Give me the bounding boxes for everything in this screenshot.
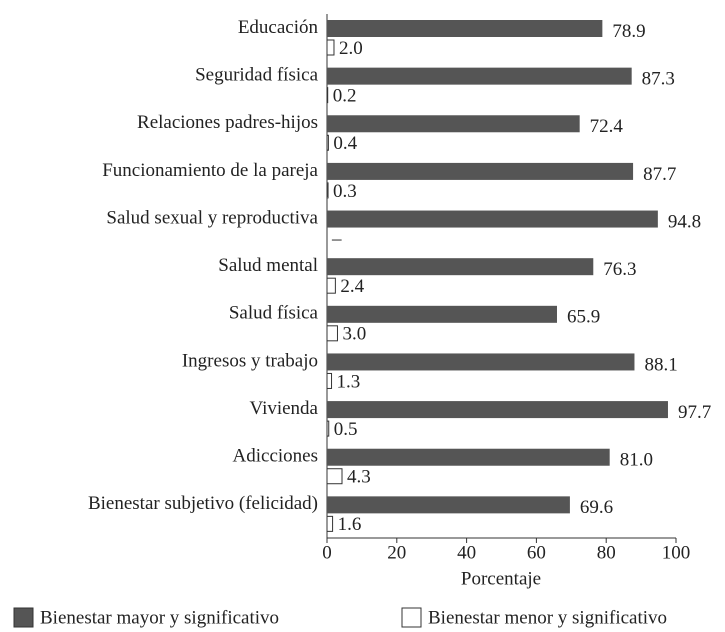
bar <box>326 39 335 56</box>
value-label: 87.7 <box>643 164 676 185</box>
bar <box>327 162 634 180</box>
category-label: Adicciones <box>233 446 318 467</box>
value-label: 81.0 <box>620 450 653 471</box>
value-label: 3.0 <box>342 324 366 345</box>
legend-swatch <box>13 607 34 628</box>
bar <box>327 210 658 228</box>
bar <box>327 67 632 85</box>
value-label: 0.5 <box>334 419 358 440</box>
x-tick-label: 40 <box>457 542 476 563</box>
value-label: 94.8 <box>668 211 701 232</box>
category-label: Vivienda <box>249 398 318 419</box>
x-tick-label: 0 <box>322 542 332 563</box>
value-label: 69.6 <box>580 497 613 518</box>
category-label: Educación <box>238 17 319 38</box>
category-label: Salud sexual y reproductiva <box>106 207 318 228</box>
x-tick-label: 60 <box>527 542 546 563</box>
bar <box>327 448 610 466</box>
value-label: 2.4 <box>340 276 364 297</box>
value-label: 72.4 <box>590 116 624 137</box>
category-label: Seguridad física <box>195 64 319 85</box>
value-label: 0.2 <box>333 85 357 106</box>
bar <box>326 372 333 389</box>
value-label: 1.6 <box>338 514 362 535</box>
bar <box>326 182 329 199</box>
value-label: 1.3 <box>337 371 361 392</box>
value-label: 87.3 <box>642 68 675 89</box>
value-label: 78.9 <box>612 21 645 42</box>
category-label: Salud mental <box>218 255 318 276</box>
value-label: 88.1 <box>644 354 677 375</box>
value-label: 2.0 <box>339 38 363 59</box>
value-label: 4.3 <box>347 467 371 488</box>
value-label: 65.9 <box>567 307 600 328</box>
category-label: Funcionamiento de la pareja <box>102 160 318 181</box>
bar <box>327 115 580 133</box>
bar <box>326 325 338 342</box>
bar <box>327 353 635 371</box>
bar <box>326 420 330 437</box>
bar <box>327 20 603 37</box>
bar <box>327 401 668 419</box>
bar <box>326 515 334 532</box>
value-label: – <box>331 228 342 249</box>
bar <box>326 468 343 485</box>
category-label: Ingresos y trabajo <box>182 350 318 371</box>
bar <box>326 87 329 104</box>
value-label: 97.7 <box>678 402 711 423</box>
bar <box>327 305 557 323</box>
bar <box>326 134 329 151</box>
value-label: 76.3 <box>603 259 636 280</box>
x-axis-label: Porcentaje <box>461 568 541 589</box>
x-tick-label: 20 <box>387 542 406 563</box>
legend-swatch <box>401 607 422 628</box>
bar <box>327 258 594 276</box>
value-label: 0.4 <box>333 133 357 154</box>
legend-label: Bienestar mayor y significativo <box>40 607 279 628</box>
category-label: Bienestar subjetivo (felicidad) <box>88 493 318 514</box>
x-tick-label: 80 <box>597 542 616 563</box>
category-label: Salud física <box>229 303 319 324</box>
x-tick-label: 100 <box>662 542 691 563</box>
bar <box>326 277 336 294</box>
legend-label: Bienestar menor y significativo <box>428 607 667 628</box>
value-label: 0.3 <box>333 181 357 202</box>
bar <box>327 496 570 514</box>
category-label: Relaciones padres-hijos <box>137 112 318 133</box>
